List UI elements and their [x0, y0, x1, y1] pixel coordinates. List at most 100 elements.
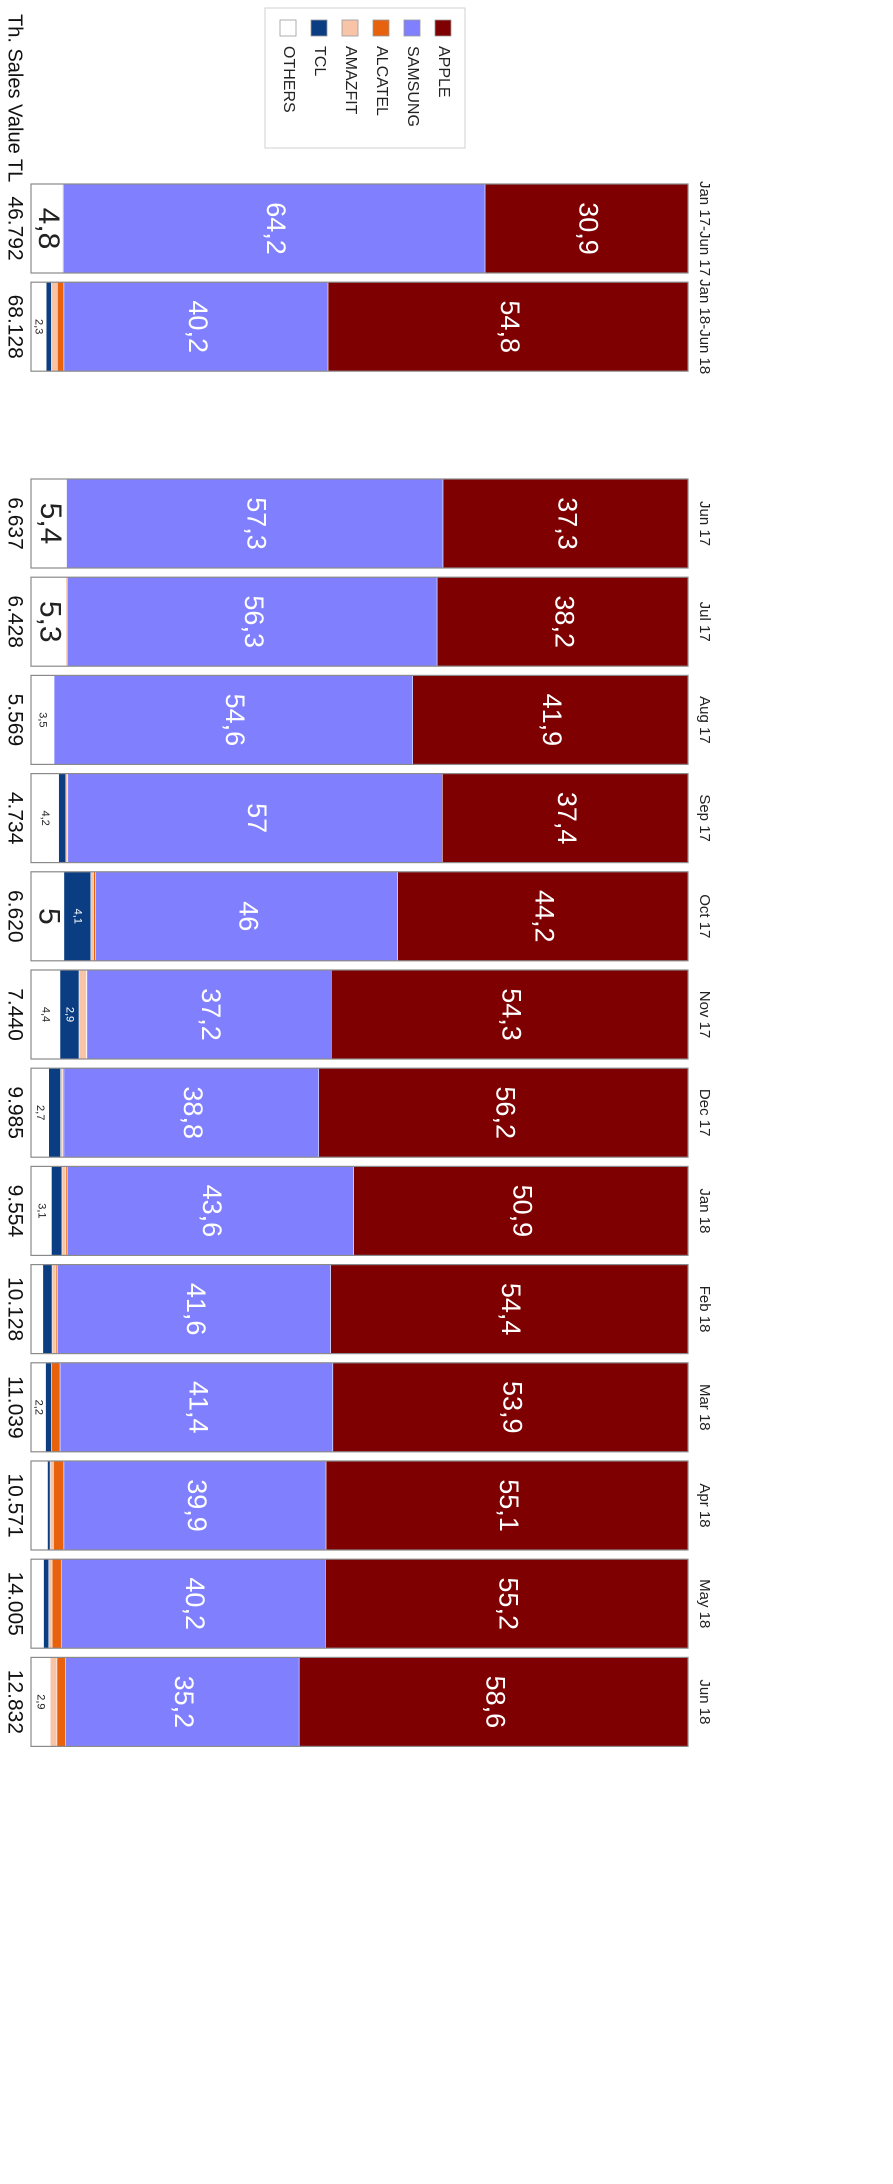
category-label: Nov 17: [696, 991, 713, 1039]
bar-outline: [30, 674, 689, 766]
data-label-apple: 30,9: [573, 202, 603, 255]
category-label: Mar 18: [696, 1384, 713, 1431]
data-label-apple: 41,9: [537, 694, 567, 747]
bar-segment-apple: [442, 478, 689, 569]
data-label-samsung: 41,4: [183, 1381, 213, 1434]
bar-segment-alcatel: [51, 1362, 61, 1453]
bar-sep-17: 37,4 57 4,2: [30, 772, 689, 864]
bar-jun-18: 58,6 35,2 2,9: [30, 1656, 689, 1748]
data-label-others: 5,4: [34, 503, 67, 545]
data-label-samsung: 54,6: [220, 694, 250, 747]
bar-segment-alcatel: [57, 281, 65, 372]
data-label-tcl: 2,9: [64, 1007, 76, 1022]
data-label-samsung: 38,8: [178, 1086, 208, 1139]
legend-label-apple: APPLE: [435, 46, 452, 98]
bars-area: 30,9 64,2 4,8 Jan 17-Jun 17 46.792 54,8 40,2 2,…: [3, 181, 713, 1748]
bar-segment-amazfit: [49, 1657, 58, 1747]
data-label-samsung: 41,6: [181, 1283, 211, 1336]
bar-apr-18: 55,1 39,9: [30, 1460, 689, 1551]
data-label-others: 5: [33, 908, 66, 925]
data-label-apple: 54,4: [496, 1283, 526, 1336]
data-label-others: 3,1: [35, 1203, 47, 1218]
legend-label-alcatel: ALCATEL: [373, 46, 390, 116]
bar-segment-samsung: [63, 1067, 320, 1158]
data-label-apple: 54,8: [495, 300, 525, 353]
legend-swatch-apple: [434, 19, 452, 37]
total-value-label: 6.637: [3, 497, 26, 550]
bar-segment-samsung: [66, 1166, 354, 1256]
total-value-label: 12.832: [3, 1670, 26, 1734]
data-label-apple: 37,3: [552, 497, 582, 550]
category-label: Feb 18: [696, 1286, 713, 1333]
data-label-samsung: 35,2: [169, 1676, 199, 1729]
data-label-others: 2,7: [34, 1105, 46, 1120]
bar-outline: [30, 183, 689, 274]
bar-segment-samsung: [60, 1558, 326, 1649]
bar-outline: [30, 772, 689, 864]
legend-swatch-alcatel: [372, 19, 390, 37]
bar-segment-others: [30, 871, 65, 962]
bar-segment-alcatel: [53, 1460, 65, 1551]
bar-segment-apple: [442, 773, 689, 863]
category-label: Dec 17: [696, 1089, 713, 1137]
bar-segment-samsung: [67, 773, 443, 863]
total-value-label: 10.571: [3, 1473, 26, 1537]
bar-segment-tcl: [43, 1558, 49, 1649]
bar-feb-18: 54,4 41,6: [30, 1263, 689, 1355]
bar-segment-apple: [298, 1657, 689, 1747]
bar-segment-apple: [325, 1460, 689, 1551]
bar-outline: [30, 1165, 689, 1257]
category-label: Jan 17-Jun 17: [696, 181, 713, 276]
total-value-label: 10.128: [3, 1277, 26, 1341]
bar-segment-amazfit: [90, 871, 94, 962]
bar-segment-amazfit: [49, 1460, 54, 1551]
legend-label-others: OTHERS: [280, 46, 297, 113]
bar-segment-tcl: [51, 1166, 63, 1256]
data-label-samsung: 46: [233, 901, 263, 931]
data-label-samsung: 39,9: [182, 1479, 212, 1532]
category-label: Jul 17: [696, 602, 713, 642]
bar-segment-apple: [436, 576, 689, 667]
bar-mar-18: 53,9 41,4 2,2: [30, 1362, 689, 1453]
data-label-others: 5,3: [33, 601, 66, 643]
bar-segment-samsung: [66, 478, 444, 569]
bar-segment-apple: [484, 183, 689, 274]
bar-segment-apple: [330, 1264, 689, 1354]
bar-oct-17: 44,2 46 4,1 5: [30, 871, 689, 962]
bar-segment-others: [30, 478, 67, 569]
bar-segment-samsung: [53, 675, 413, 765]
y-axis-title-text: Th. Sales Value TL: [4, 14, 26, 182]
data-label-others: 3,5: [37, 712, 49, 727]
legend-label-amazfit: AMAZFIT: [342, 46, 359, 115]
bar-segment-alcatel: [56, 1657, 66, 1747]
bar-segment-samsung: [63, 1460, 327, 1551]
data-label-others: 2,9: [35, 1694, 47, 1709]
total-value-label: 14.005: [3, 1572, 26, 1636]
data-label-apple: 56,2: [490, 1086, 520, 1139]
bar-outline: [30, 1558, 689, 1649]
bar-segment-others: [30, 773, 59, 863]
data-label-apple: 53,9: [497, 1381, 527, 1434]
data-label-apple: 54,3: [496, 988, 526, 1041]
data-label-apple: 55,2: [494, 1577, 524, 1630]
total-value-label: 9.985: [3, 1086, 26, 1139]
bar-segment-others: [30, 969, 61, 1060]
bar-outline: [30, 1460, 689, 1551]
bar-outline: [30, 1263, 689, 1355]
data-label-apple: 58,6: [480, 1676, 510, 1729]
total-value-label: 68.128: [3, 295, 26, 359]
data-label-tcl: 4,1: [71, 909, 83, 924]
legend-frame: [264, 7, 466, 149]
category-label: Apr 18: [696, 1483, 713, 1527]
bar-segment-amazfit: [65, 773, 69, 863]
bar-segment-tcl: [42, 1264, 53, 1354]
bar-jan-18-jun-18: 54,8 40,2 2,3: [30, 281, 689, 372]
bar-segment-apple: [353, 1166, 689, 1256]
bar-segment-others: [30, 1558, 44, 1649]
bar-segment-others: [30, 1460, 48, 1551]
data-label-samsung: 64,2: [261, 202, 291, 255]
data-label-apple: 38,2: [549, 595, 579, 648]
bar-segment-amazfit: [51, 281, 58, 372]
